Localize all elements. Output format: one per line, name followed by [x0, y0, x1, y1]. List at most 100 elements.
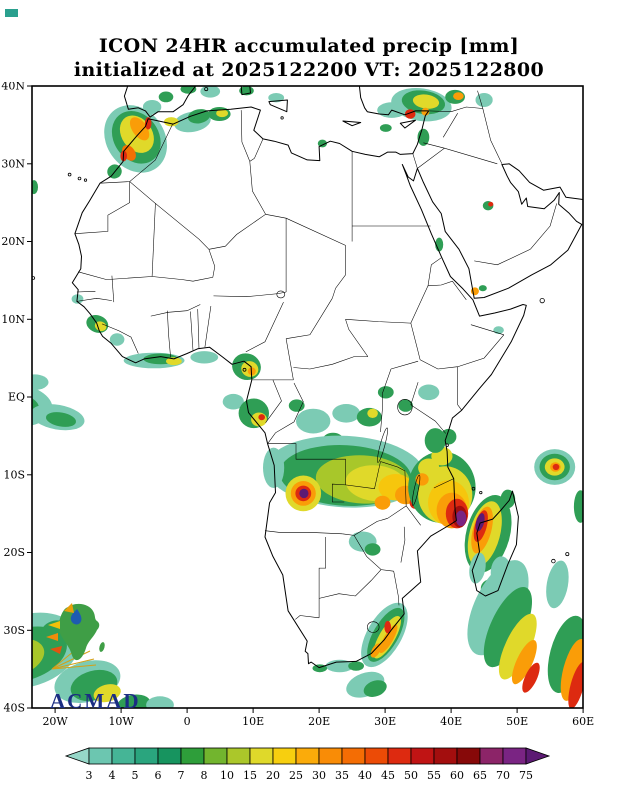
country-border [419, 359, 458, 370]
precip-cell [478, 285, 487, 292]
island [551, 558, 556, 564]
colorbar-cell [318, 747, 343, 765]
country-border [111, 275, 115, 303]
colorbar [64, 747, 551, 765]
country-border [295, 615, 320, 620]
lat-tick-label: 40S [3, 702, 25, 715]
lat-tick-label: 20S [3, 546, 25, 559]
lake [397, 399, 413, 416]
precip-cell [415, 473, 429, 486]
island [471, 486, 476, 491]
colorbar-tick-label: 45 [381, 769, 395, 782]
acmad-logo-text: ACMAD [50, 689, 140, 713]
country-border [410, 323, 421, 360]
precip-cell [493, 326, 504, 334]
precip-cell [263, 447, 285, 488]
lat-tick-label: 30S [3, 624, 25, 637]
lon-tick-label: 40E [440, 715, 462, 728]
precip-cell [0, 656, 7, 676]
country-border [353, 535, 382, 570]
precip-cell [45, 412, 77, 427]
axis-labels: 40N 30N 20N 10N EQ 10S 20S 30S 40S 20W 10W 0 10E 20E 3… [1, 82, 594, 728]
lon-tick-label: 20E [308, 715, 330, 728]
precip-cell [455, 510, 467, 527]
country-border [99, 181, 130, 184]
country-border [428, 106, 483, 112]
country-border [345, 461, 381, 490]
lon-tick-label: 10W [108, 715, 134, 728]
precip-map: 40N 30N 20N 10N EQ 10S 20S 30S 40S 20W 10W 0 10E 20E 3… [0, 82, 594, 728]
country-border [208, 214, 266, 250]
island [565, 552, 570, 557]
coastlines-and-borders [32, 86, 583, 669]
precip-cell [180, 86, 197, 94]
precip-cell [32, 374, 49, 390]
lake [411, 474, 421, 506]
precip-cell [0, 394, 7, 408]
precip-cell [377, 386, 394, 399]
island [67, 172, 72, 177]
precip-cell [296, 408, 331, 434]
colorbar-cell [479, 747, 504, 765]
country-border [404, 470, 421, 526]
colorbar-tick-label: 3 [86, 769, 93, 782]
country-border [245, 301, 284, 353]
precip-cell [522, 662, 540, 693]
country-border [285, 338, 294, 380]
corner-mark [5, 9, 18, 17]
precip-cell [568, 662, 583, 708]
country-border [249, 138, 264, 162]
country-border [76, 298, 112, 302]
country-border [393, 571, 400, 606]
logo-arrow-icon [50, 646, 62, 654]
island [280, 116, 284, 120]
colorbar-cell [410, 747, 435, 765]
lat-tick-label: 10N [1, 313, 25, 326]
country-border [474, 249, 531, 266]
country-border [265, 214, 346, 246]
lon-tick-label: 20W [42, 715, 68, 728]
precip-cell [166, 357, 182, 366]
country-border [167, 310, 171, 358]
precip-cell [498, 613, 537, 680]
country-border [530, 203, 557, 250]
country-border [442, 113, 458, 138]
lon-tick-label: 0 [184, 715, 191, 728]
country-border [345, 319, 369, 357]
precip-cell [32, 626, 67, 683]
country-border [286, 298, 333, 339]
country-border [267, 443, 346, 485]
colorbar-cell [64, 747, 90, 765]
crete-coastline [342, 120, 362, 127]
country-border [319, 569, 382, 599]
chart-title-line2: initialized at 2025122200 VT: 2025122800 [73, 59, 545, 81]
precip-cell [268, 93, 285, 103]
country-border [213, 291, 287, 297]
country-border [204, 305, 212, 348]
country-border [427, 257, 442, 286]
colorbar-cell [433, 747, 458, 765]
country-border [76, 291, 96, 293]
country-border [129, 123, 173, 182]
precip-cell [424, 428, 446, 453]
island [77, 176, 82, 181]
colorbar-tick-label: 7 [178, 769, 185, 782]
country-border [151, 203, 156, 277]
sardinia-coastline [240, 86, 251, 96]
logo-ray-lines [51, 642, 97, 670]
precip-cell [475, 93, 493, 107]
country-border [410, 404, 447, 434]
precip-cell [348, 661, 364, 671]
country-border [380, 368, 392, 433]
precip-cell [475, 513, 485, 532]
island [32, 276, 36, 280]
precip-cell [32, 180, 38, 195]
precip-cell [93, 684, 121, 703]
colorbar-tick-label: 60 [450, 769, 464, 782]
colorbar-legend: 3 4 5 6 7 8 10 15 20 25 30 35 40 45 50 55 60 65 70 75 [64, 747, 551, 782]
colorbar-cell [134, 747, 159, 765]
country-border [417, 147, 498, 169]
lon-tick-label: 60E [572, 715, 594, 728]
country-border [293, 356, 368, 370]
country-border [477, 90, 484, 109]
